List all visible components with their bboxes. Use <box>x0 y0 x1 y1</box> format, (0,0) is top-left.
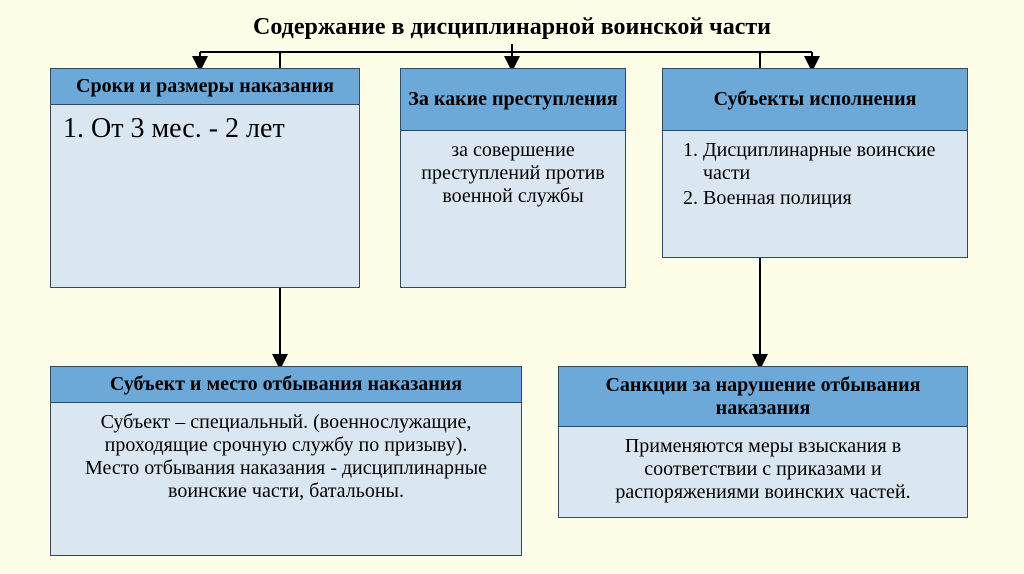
box-terms-body: 1. От 3 мес. - 2 лет <box>51 105 359 153</box>
box-terms-header: Сроки и размеры наказания <box>51 69 359 105</box>
box-terms: Сроки и размеры наказания 1. От 3 мес. -… <box>50 68 360 288</box>
diagram-title: Содержание в дисциплинарной воинской час… <box>0 14 1024 41</box>
box-crimes-header: За какие преступления <box>401 69 625 131</box>
box-subjects-exec-header: Субъекты исполнения <box>663 69 967 131</box>
box-subject-place: Субъект и место отбывания наказания Субъ… <box>50 366 522 556</box>
box-crimes: За какие преступления за совершение прес… <box>400 68 626 288</box>
box-crimes-body: за совершение преступлений против военно… <box>401 131 625 216</box>
subjects-exec-item: Дисциплинарные воинские части <box>703 139 955 185</box>
subjects-exec-list: Дисциплинарные воинские частиВоенная пол… <box>675 139 955 210</box>
box-subjects-exec: Субъекты исполнения Дисциплинарные воинс… <box>662 68 968 258</box>
box-subject-place-body: Субъект – специальный. (военнослужащие, … <box>51 403 521 511</box>
box-sanctions-body: Применяются меры взыскания в соответстви… <box>559 427 967 512</box>
box-sanctions: Санкции за нарушение отбывания наказания… <box>558 366 968 518</box>
box-sanctions-header: Санкции за нарушение отбывания наказания <box>559 367 967 427</box>
box-subjects-exec-body: Дисциплинарные воинские частиВоенная пол… <box>663 131 967 220</box>
subjects-exec-item: Военная полиция <box>703 187 955 210</box>
box-subject-place-header: Субъект и место отбывания наказания <box>51 367 521 403</box>
